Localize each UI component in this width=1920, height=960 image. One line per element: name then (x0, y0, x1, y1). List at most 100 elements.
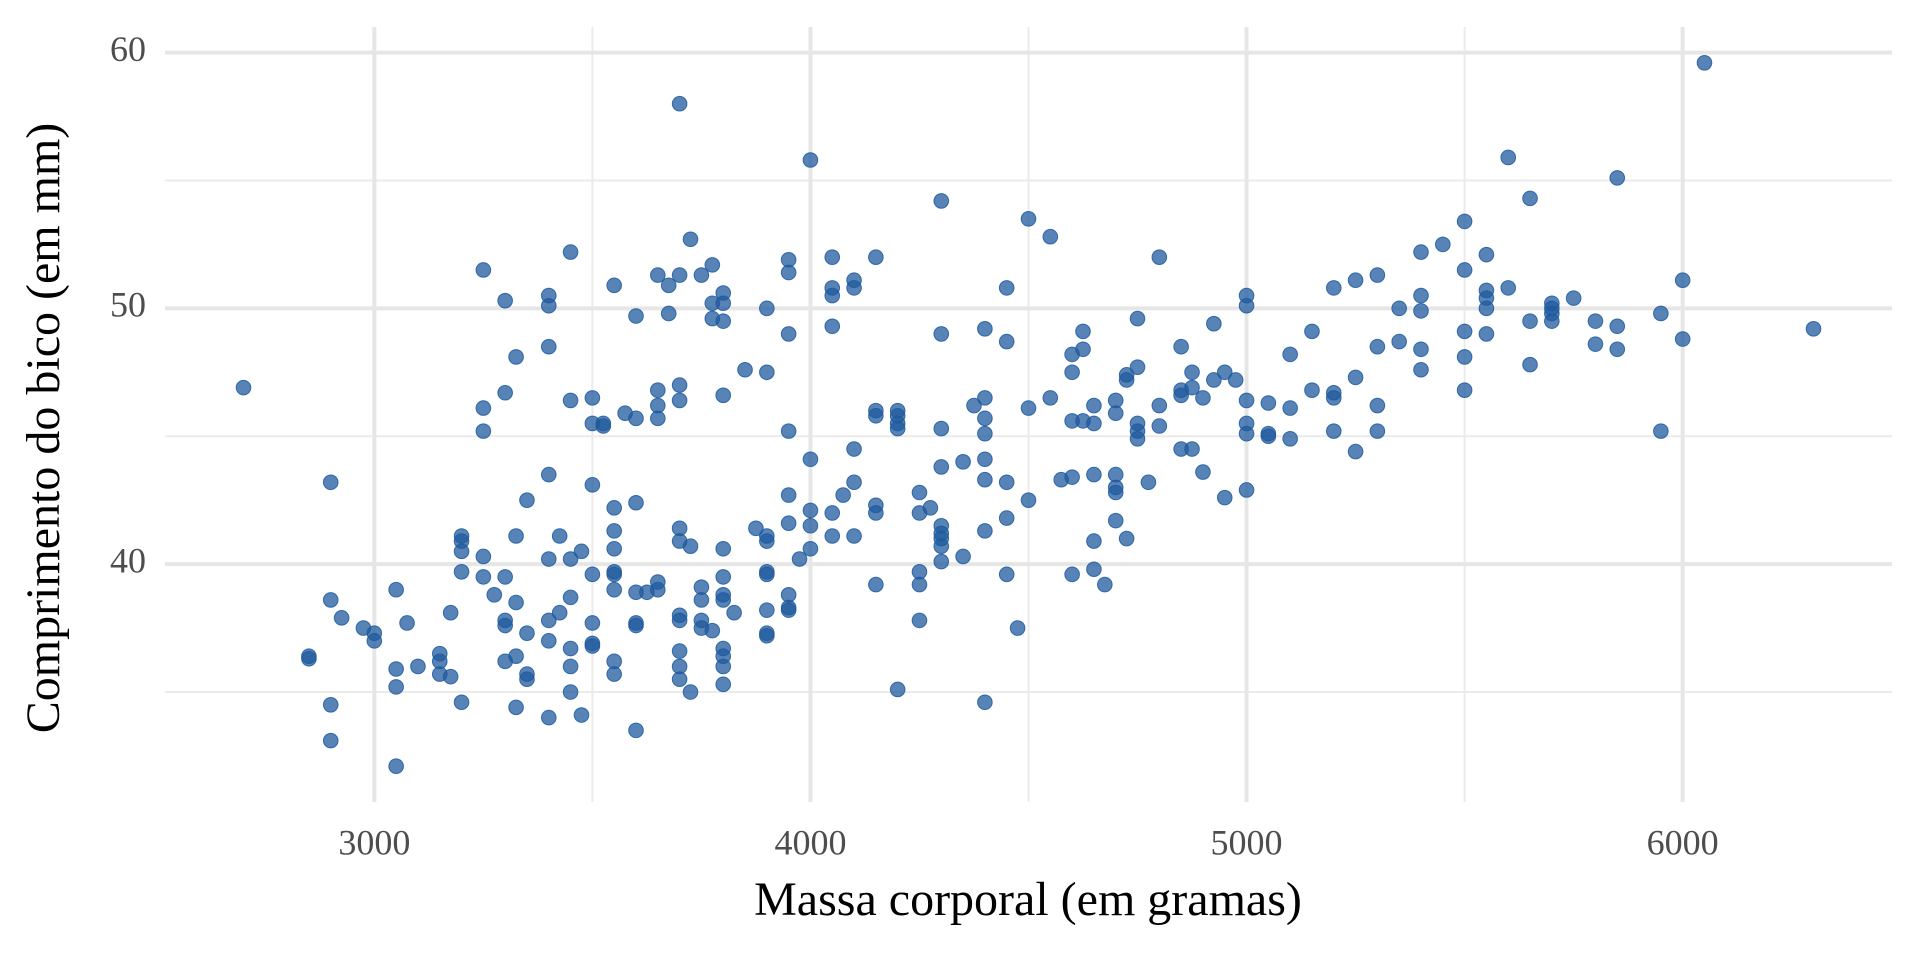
point (1522, 313, 1538, 329)
point (1456, 213, 1473, 230)
point (704, 257, 721, 273)
point (1020, 400, 1037, 416)
point (628, 617, 644, 634)
point (322, 592, 339, 608)
point (977, 694, 993, 711)
point (977, 390, 993, 406)
point (922, 500, 939, 516)
point (1369, 397, 1386, 414)
point (1129, 310, 1146, 327)
point (911, 612, 928, 629)
point (1129, 359, 1146, 375)
point (759, 533, 775, 549)
point (497, 292, 513, 309)
point (780, 423, 797, 439)
point (1107, 512, 1124, 529)
point (1653, 423, 1669, 439)
point (671, 643, 688, 659)
point (748, 520, 764, 537)
point (1347, 369, 1364, 386)
y-tick-label: 60 (110, 29, 146, 69)
point (1478, 326, 1495, 342)
point (1413, 341, 1429, 358)
point (1195, 390, 1211, 406)
point (606, 277, 622, 294)
point (977, 451, 993, 468)
point (1805, 321, 1822, 337)
point (1282, 430, 1298, 447)
point (671, 377, 688, 393)
point (846, 474, 862, 491)
point (540, 709, 557, 726)
point (562, 658, 579, 675)
point (1674, 272, 1691, 289)
x-tick-label: 5000 (1211, 822, 1283, 862)
point (333, 610, 350, 626)
point (1042, 228, 1059, 245)
point (846, 528, 862, 544)
point (606, 566, 622, 583)
point (977, 321, 993, 337)
point (835, 487, 851, 503)
point (998, 280, 1015, 296)
point (322, 697, 339, 713)
point (824, 528, 841, 544)
point (1369, 423, 1386, 439)
point (508, 648, 524, 665)
y-tick-label: 50 (110, 285, 146, 325)
point (759, 566, 775, 583)
point (519, 492, 535, 508)
point (715, 658, 732, 675)
point (671, 392, 688, 409)
point (737, 361, 753, 378)
point (889, 420, 906, 437)
point (1347, 272, 1364, 289)
point (933, 553, 950, 570)
point (868, 505, 884, 521)
point (671, 95, 688, 112)
point (1522, 356, 1538, 373)
point (1674, 331, 1691, 347)
point (802, 451, 819, 468)
point (650, 382, 666, 399)
point (584, 638, 601, 654)
point (1086, 397, 1102, 414)
point (1107, 484, 1124, 501)
point (1216, 364, 1233, 381)
point (715, 313, 732, 329)
point (759, 364, 775, 381)
point (562, 244, 579, 260)
point (682, 538, 699, 555)
point (660, 305, 677, 322)
point (475, 423, 492, 439)
x-tick-label: 4000 (774, 822, 846, 862)
point (606, 540, 622, 557)
point (715, 387, 732, 404)
point (1064, 566, 1080, 583)
point (998, 474, 1015, 491)
point (780, 487, 797, 503)
point (1173, 387, 1189, 404)
point (475, 262, 492, 278)
point (562, 392, 579, 409)
point (519, 625, 535, 641)
point (1118, 530, 1135, 547)
point (1478, 300, 1495, 317)
point (780, 326, 797, 342)
point (584, 615, 601, 631)
point (453, 543, 470, 560)
point (824, 287, 841, 304)
point (1587, 313, 1604, 329)
point (453, 694, 470, 711)
point (1282, 346, 1298, 363)
point (322, 474, 339, 491)
y-tick-label: 40 (110, 540, 146, 580)
point (1456, 323, 1473, 340)
point (802, 152, 819, 168)
point (977, 471, 993, 488)
x-tick-label: 3000 (338, 822, 410, 862)
point (868, 407, 884, 424)
point (508, 699, 524, 716)
point (540, 338, 557, 355)
